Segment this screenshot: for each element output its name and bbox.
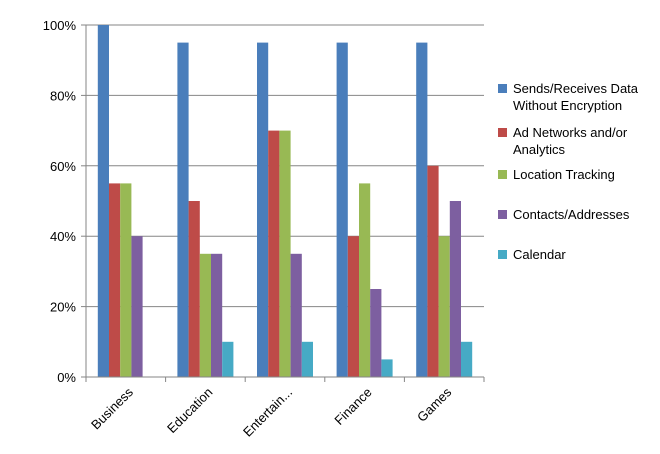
legend-swatch	[498, 84, 507, 93]
bar-4-5	[381, 359, 393, 377]
legend-item-unencrypted: Sends/Receives Data Without Encryption	[498, 80, 660, 114]
y-tick-labels: 0% 20% 40% 60% 80% 100%	[43, 18, 77, 385]
y-tick-label: 100%	[43, 18, 77, 33]
bar-5-1	[416, 42, 428, 377]
legend-item-contacts: Contacts/Addresses	[498, 206, 660, 223]
legend-swatch	[498, 250, 507, 259]
x-tick-label: Finance	[331, 385, 374, 428]
x-tick-label: Education	[164, 385, 215, 436]
bar-4-4	[370, 289, 382, 377]
bar-1-1	[97, 25, 109, 377]
bar-3-2	[268, 130, 280, 377]
bar-5-5	[461, 341, 473, 377]
bar-3-4	[290, 253, 302, 377]
legend-swatch	[498, 128, 507, 137]
legend-item-calendar: Calendar	[498, 246, 660, 263]
bar-3-3	[279, 130, 291, 377]
bar-3-1	[257, 42, 269, 377]
bar-2-1	[177, 42, 189, 377]
bars	[97, 25, 473, 377]
bar-5-4	[449, 201, 461, 377]
y-tick-label: 20%	[50, 300, 76, 315]
bar-2-2	[188, 201, 200, 377]
bar-1-3	[120, 183, 132, 377]
legend-label: Calendar	[513, 247, 566, 262]
bar-2-4	[211, 253, 223, 377]
x-tick-labels: Business Education Entertain... Finance Game…	[88, 384, 455, 439]
legend-label: Ad Networks and/or Analytics	[513, 125, 628, 157]
bar-2-5	[222, 341, 234, 377]
bar-1-4	[131, 236, 143, 377]
bar-4-2	[347, 236, 359, 377]
y-tick-label: 60%	[50, 159, 76, 174]
bar-5-2	[427, 165, 439, 377]
bar-4-1	[336, 42, 348, 377]
bar-2-3	[199, 253, 211, 377]
legend-item-ad-networks: Ad Networks and/or Analytics	[498, 124, 660, 158]
axes	[81, 24, 485, 382]
legend-item-location: Location Tracking	[498, 166, 660, 183]
y-tick-label: 0%	[57, 370, 76, 385]
x-tick-label: Entertain...	[240, 385, 295, 440]
bar-3-5	[301, 341, 313, 377]
legend-label: Sends/Receives Data Without Encryption	[513, 81, 639, 113]
legend-swatch	[498, 170, 507, 179]
bar-5-3	[438, 236, 450, 377]
x-tick-label: Business	[88, 384, 136, 432]
legend-label: Contacts/Addresses	[513, 207, 630, 222]
y-tick-label: 40%	[50, 229, 76, 244]
x-tick-label: Games	[414, 384, 455, 425]
legend-swatch	[498, 210, 507, 219]
y-tick-label: 80%	[50, 88, 76, 103]
legend-label: Location Tracking	[513, 167, 615, 182]
bar-1-2	[109, 183, 121, 377]
bar-4-3	[359, 183, 371, 377]
